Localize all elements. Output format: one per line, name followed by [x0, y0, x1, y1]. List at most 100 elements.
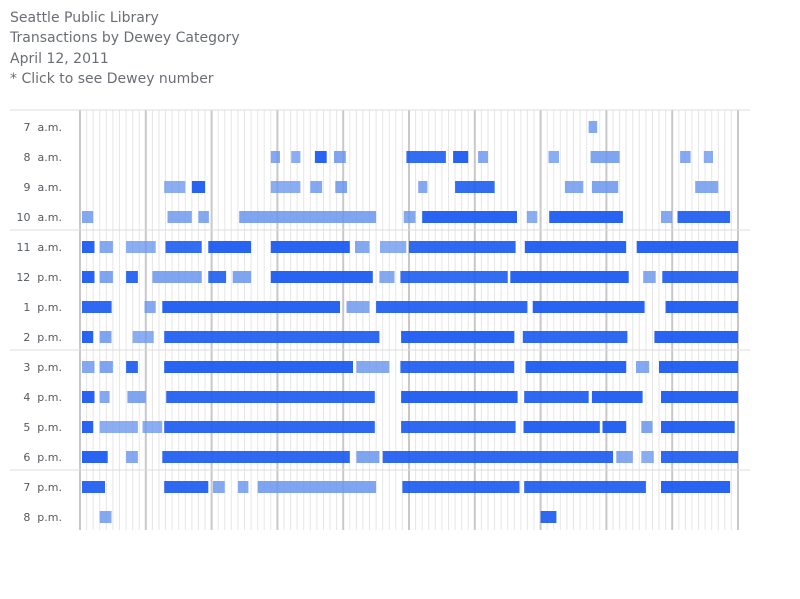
activity-cell[interactable] — [152, 271, 202, 283]
activity-cell[interactable] — [400, 361, 515, 373]
activity-cell[interactable] — [99, 361, 113, 373]
activity-cell[interactable] — [310, 181, 323, 193]
activity-cell[interactable] — [165, 241, 202, 253]
activity-cell[interactable] — [602, 421, 627, 433]
activity-cell[interactable] — [703, 151, 713, 163]
activity-cell[interactable] — [208, 271, 227, 283]
activity-cell[interactable] — [643, 271, 656, 283]
activity-cell[interactable] — [400, 271, 508, 283]
activity-cell[interactable] — [82, 361, 95, 373]
activity-cell[interactable] — [590, 151, 620, 163]
activity-cell[interactable] — [82, 451, 108, 463]
activity-cell[interactable] — [232, 271, 252, 283]
activity-cell[interactable] — [164, 331, 380, 343]
activity-cell[interactable] — [540, 511, 557, 523]
activity-cell[interactable] — [409, 241, 516, 253]
activity-cell[interactable] — [659, 361, 738, 373]
activity-cell[interactable] — [641, 421, 653, 433]
activity-cell[interactable] — [376, 301, 528, 313]
activity-cell[interactable] — [641, 451, 654, 463]
activity-cell[interactable] — [142, 421, 163, 433]
activity-cell[interactable] — [532, 301, 645, 313]
activity-cell[interactable] — [379, 271, 395, 283]
activity-cell[interactable] — [257, 481, 377, 493]
activity-cell[interactable] — [82, 331, 94, 343]
activity-cell[interactable] — [162, 301, 340, 313]
activity-cell[interactable] — [636, 241, 738, 253]
activity-cell[interactable] — [270, 241, 350, 253]
activity-cell[interactable] — [126, 451, 138, 463]
activity-cell[interactable] — [82, 211, 94, 223]
activity-cell[interactable] — [665, 301, 738, 313]
activity-cell[interactable] — [382, 451, 613, 463]
activity-cell[interactable] — [401, 421, 516, 433]
activity-cell[interactable] — [525, 361, 627, 373]
activity-cell[interactable] — [82, 481, 105, 493]
activity-cell[interactable] — [661, 451, 738, 463]
activity-cell[interactable] — [661, 211, 673, 223]
activity-cell[interactable] — [167, 211, 192, 223]
activity-cell[interactable] — [99, 391, 110, 403]
activity-cell[interactable] — [212, 481, 225, 493]
activity-cell[interactable] — [99, 271, 113, 283]
activity-cell[interactable] — [164, 421, 375, 433]
activity-cell[interactable] — [522, 331, 628, 343]
activity-cell[interactable] — [99, 511, 112, 523]
activity-cell[interactable] — [616, 451, 633, 463]
activity-cell[interactable] — [162, 451, 350, 463]
activity-cell[interactable] — [270, 181, 301, 193]
activity-cell[interactable] — [191, 181, 206, 193]
activity-cell[interactable] — [403, 211, 416, 223]
activity-cell[interactable] — [164, 481, 209, 493]
activity-cell[interactable] — [524, 241, 627, 253]
activity-cell[interactable] — [166, 391, 375, 403]
activity-cell[interactable] — [144, 301, 156, 313]
activity-cell[interactable] — [82, 241, 95, 253]
activity-cell[interactable] — [99, 331, 112, 343]
activity-cell[interactable] — [356, 361, 390, 373]
activity-cell[interactable] — [453, 151, 469, 163]
activity-cell[interactable] — [82, 301, 112, 313]
activity-cell[interactable] — [478, 151, 488, 163]
activity-cell[interactable] — [126, 361, 138, 373]
activity-cell[interactable] — [422, 211, 517, 223]
activity-cell[interactable] — [355, 241, 370, 253]
activity-cell[interactable] — [346, 301, 370, 313]
activity-cell[interactable] — [239, 211, 377, 223]
activity-cell[interactable] — [523, 421, 600, 433]
activity-cell[interactable] — [401, 391, 518, 403]
activity-cell[interactable] — [270, 151, 280, 163]
activity-cell[interactable] — [270, 271, 373, 283]
activity-cell[interactable] — [356, 451, 380, 463]
activity-cell[interactable] — [237, 481, 249, 493]
activity-cell[interactable] — [654, 331, 738, 343]
activity-cell[interactable] — [526, 211, 538, 223]
activity-cell[interactable] — [661, 481, 731, 493]
activity-cell[interactable] — [588, 121, 598, 133]
activity-cell[interactable] — [591, 181, 619, 193]
activity-cell[interactable] — [636, 361, 650, 373]
activity-cell[interactable] — [510, 271, 629, 283]
activity-cell[interactable] — [661, 391, 738, 403]
activity-cell[interactable] — [99, 421, 138, 433]
activity-cell[interactable] — [695, 181, 719, 193]
activity-cell[interactable] — [524, 481, 646, 493]
activity-cell[interactable] — [591, 391, 643, 403]
activity-cell[interactable] — [455, 181, 495, 193]
activity-cell[interactable] — [380, 241, 407, 253]
activity-cell[interactable] — [334, 151, 346, 163]
activity-cell[interactable] — [406, 151, 446, 163]
activity-cell[interactable] — [198, 211, 209, 223]
activity-cell[interactable] — [677, 211, 731, 223]
activity-cell[interactable] — [127, 391, 146, 403]
activity-cell[interactable] — [314, 151, 327, 163]
activity-cell[interactable] — [418, 181, 428, 193]
activity-cell[interactable] — [99, 241, 113, 253]
activity-cell[interactable] — [126, 241, 156, 253]
activity-cell[interactable] — [126, 271, 138, 283]
activity-cell[interactable] — [335, 181, 348, 193]
activity-cell[interactable] — [82, 421, 94, 433]
activity-cell[interactable] — [662, 271, 738, 283]
activity-cell[interactable] — [402, 481, 520, 493]
activity-cell[interactable] — [82, 391, 95, 403]
